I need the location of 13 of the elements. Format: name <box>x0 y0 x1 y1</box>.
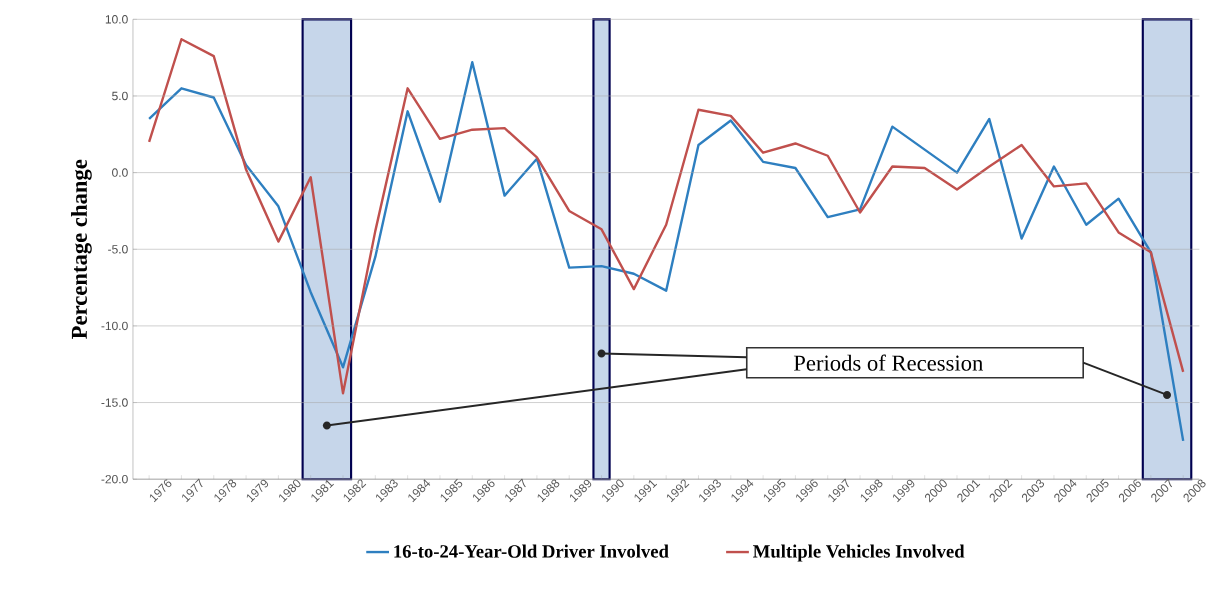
line-series <box>147 61 1185 443</box>
y-axis-title: Percentage change <box>71 159 92 340</box>
y-tick-label: 5.0 <box>112 91 128 101</box>
y-tick-label: 10.0 <box>105 15 128 24</box>
legend-label: 16-to-24-Year-Old Driver Involved <box>394 544 669 558</box>
line-series <box>147 38 1185 395</box>
y-tick-label: 0.0 <box>112 168 128 177</box>
y-tick-label: -10.0 <box>101 321 128 331</box>
y-tick-label: -20.0 <box>101 475 128 484</box>
y-tick-label: -15.0 <box>101 398 128 407</box>
legend-label: Multiple Vehicles Involved <box>753 544 965 562</box>
y-tick-label: -5.0 <box>108 245 128 254</box>
annotation: Periods of Recession <box>793 354 984 371</box>
